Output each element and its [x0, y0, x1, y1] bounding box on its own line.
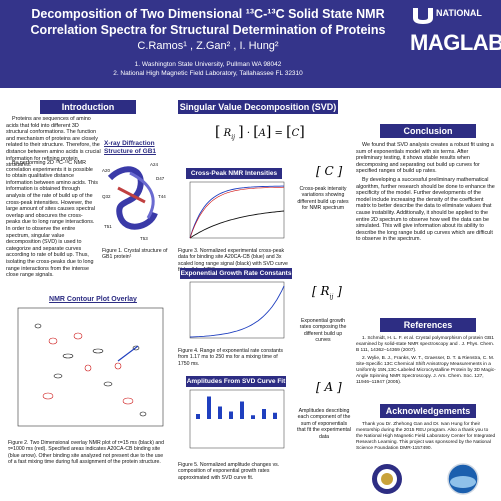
- matrix-c: C: [291, 128, 300, 139]
- maglab-seal-icon: [372, 464, 402, 494]
- label-q32: Q32: [102, 194, 111, 199]
- authors: C.Ramos¹ , Z.Gan² , I. Hung²: [137, 40, 279, 52]
- conclusion-heading: Conclusion: [380, 124, 476, 138]
- dot-operator: ·: [246, 128, 250, 139]
- conclusion-text-1: We found that SVD analysis creates a rob…: [356, 142, 494, 175]
- introduction-heading: Introduction: [40, 100, 136, 114]
- intro-paragraph-2-block: By performing 2D ¹³C-¹³C NMR correlation…: [6, 160, 98, 281]
- amplitude-bar: [262, 409, 266, 419]
- contour-peak: [122, 397, 134, 405]
- label-t53: T53: [140, 236, 148, 241]
- contour-peak: [73, 332, 83, 340]
- amplitude-bar: [196, 414, 200, 419]
- ack-block: Thank you Dr. Zhehong Gan and Dr. Ivan H…: [356, 422, 496, 454]
- contour-marks: [34, 323, 147, 417]
- contour-peak: [139, 411, 147, 417]
- references-block: 1. Schmidt, H. L. F. et al. Crystal poly…: [356, 336, 496, 388]
- amplitude-bar: [273, 412, 277, 419]
- figure-4-caption: Figure 4. Range of exponential rate cons…: [178, 348, 283, 367]
- contour-peak: [114, 362, 122, 370]
- title-line-2: Correlation Spectra for Structural Deter…: [30, 23, 386, 37]
- red-fit-curve: [189, 186, 285, 239]
- exp-rate-heading: Exponential Growth Rate Constants: [180, 268, 292, 279]
- affiliation-1: 1. Washington State University, Pullman …: [134, 61, 282, 68]
- contour-heading: NMR Contour Plot Overlay: [49, 296, 137, 303]
- figure-5-caption: Figure 5. Normalized amplitude changes v…: [178, 462, 280, 481]
- c-matrix-symbol: [ C ]: [316, 164, 343, 178]
- amplitude-heading: Amplitudes From SVD Curve Fit: [186, 376, 286, 387]
- reference-1: 1. Schmidt, H. L. F. et al. Crystal poly…: [356, 336, 495, 353]
- references-heading: References: [380, 318, 476, 332]
- black-curve: [189, 210, 285, 239]
- figure-2-caption: Figure 2. Two Dimensional overlay NMR pl…: [8, 440, 165, 466]
- contour-peak: [103, 381, 113, 387]
- contour-peak: [53, 373, 63, 379]
- affiliation-2: 2. National High Magnetic Field Laborato…: [113, 70, 303, 77]
- a-description: Amplitudes describing each component of …: [297, 408, 351, 440]
- amplitude-bar: [229, 411, 233, 419]
- logo-national: NATIONAL: [436, 8, 482, 18]
- cross-peak-heading: Cross-Peak NMR Intensities: [186, 168, 282, 179]
- equals-sign: =: [274, 128, 283, 139]
- intro-paragraph-1: Proteins are sequences of amino acids th…: [6, 116, 168, 171]
- logo-maglab: MAGLAB: [410, 30, 501, 55]
- maglab-logo: NATIONAL MAGLAB: [410, 6, 501, 76]
- binding-site-arrow: [117, 345, 139, 362]
- contour-peak: [84, 364, 92, 372]
- amplitude-bar: [207, 396, 211, 419]
- label-a20: A20: [102, 168, 111, 173]
- contour-peak: [42, 392, 54, 400]
- amplitude-plot: [189, 389, 285, 449]
- conclusion-text-2: By developing a successful preliminary m…: [356, 176, 495, 243]
- contour-peak: [92, 348, 104, 354]
- amplitude-marks: [196, 396, 277, 419]
- affiliations: 1. Washington State University, Pullman …: [8, 60, 408, 78]
- label-t51: T51: [104, 224, 112, 229]
- contour-plot: [17, 307, 164, 427]
- intro-text-2: By performing 2D ¹³C-¹³C NMR correlation…: [6, 160, 98, 279]
- intro-text-1: Proteins are sequences of amino acids th…: [6, 116, 101, 169]
- poster-header: Decomposition of Two Dimensional ¹³C-¹³C…: [0, 0, 501, 88]
- contour-peak: [132, 345, 140, 351]
- magnet-icon: [413, 8, 433, 24]
- ack-heading: Acknowledgements: [380, 404, 476, 418]
- exp-rate-curve: [189, 285, 285, 338]
- gb1-structure-image: A20 Q32 A24 D47 T44 T51 T53: [102, 162, 166, 241]
- matrix-a: A: [258, 128, 266, 139]
- label-a24: A24: [150, 162, 159, 167]
- contour-peak: [48, 337, 58, 345]
- matrix-r: R: [223, 128, 232, 139]
- contour-peak: [34, 323, 42, 329]
- title-line-1: Decomposition of Two Dimensional ¹³C-¹³C…: [31, 7, 385, 21]
- cross-peak-plot: [189, 181, 285, 239]
- poster-title: Decomposition of Two Dimensional ¹³C-¹³C…: [8, 6, 408, 38]
- svd-equation: [ Rij ] · [A] = [C]: [215, 124, 305, 141]
- figure-1-caption: Figure 1. Crystal structure of GB1 prote…: [102, 248, 168, 261]
- exp-rate-plot: [189, 281, 285, 339]
- contour-peak: [62, 353, 74, 359]
- matrix-r-bracket: [: [215, 124, 221, 140]
- reference-2: 2. Wylie, B. J., Franks, W. T., Graesser…: [356, 356, 496, 385]
- xray-title: X-ray Diffraction Structure of GB1: [104, 140, 157, 155]
- matrix-r-sub: ij: [231, 134, 235, 141]
- label-t44: T44: [158, 194, 166, 199]
- blue-curve: [189, 185, 284, 239]
- r-description: Exponential growth rates composing the d…: [299, 318, 347, 344]
- c-description: Cross-peak intensity variations showing …: [297, 186, 349, 212]
- amplitude-bar: [218, 406, 222, 419]
- label-d47: D47: [156, 176, 165, 181]
- amplitude-bar: [240, 401, 244, 419]
- nsf-logo-icon: [447, 463, 479, 495]
- conclusion-block: We found that SVD analysis creates a rob…: [356, 142, 496, 245]
- r-matrix-symbol: [ Rij ]: [312, 284, 342, 301]
- ack-text: Thank you Dr. Zhehong Gan and Dr. Ivan H…: [356, 422, 496, 451]
- svd-heading: Singular Value Decomposition (SVD): [178, 100, 338, 114]
- a-matrix-symbol: [ A ]: [316, 380, 342, 394]
- amplitude-bar: [251, 415, 255, 419]
